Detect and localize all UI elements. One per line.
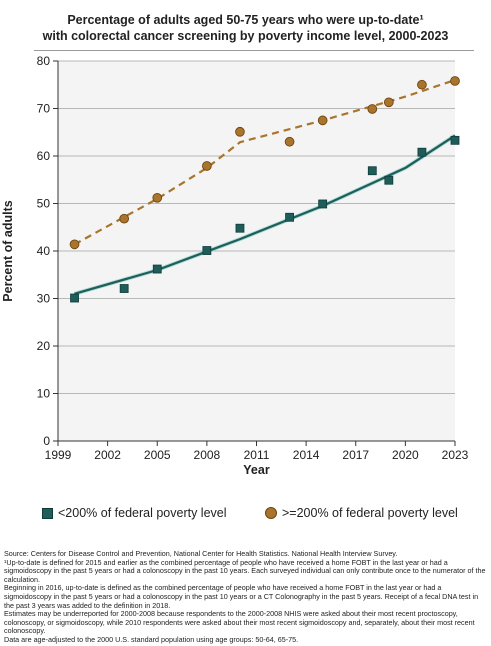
- footnote-definition-2015: ¹Up-to-date is defined for 2015 and earl…: [4, 559, 488, 585]
- y-tick-label: 10: [37, 387, 51, 401]
- y-tick-label: 20: [37, 339, 51, 353]
- data-point-series-1: [236, 127, 245, 136]
- data-point-series-0: [451, 136, 459, 144]
- data-point-series-1: [368, 105, 377, 114]
- footnote-underreporting: Estimates may be underreported for 2000-…: [4, 610, 488, 636]
- y-tick-label: 30: [37, 292, 51, 306]
- square-marker-icon: [42, 508, 53, 519]
- x-tick-label: 2020: [392, 448, 419, 462]
- x-tick-label: 2005: [144, 448, 171, 462]
- legend-item-high-income: >=200% of federal poverty level: [265, 506, 458, 520]
- y-tick-label: 80: [37, 54, 51, 68]
- x-axis-title: Year: [243, 463, 270, 477]
- data-point-series-1: [153, 193, 162, 202]
- y-tick-label: 60: [37, 149, 51, 163]
- circle-marker-icon: [265, 507, 277, 519]
- y-tick-label: 50: [37, 197, 51, 211]
- data-point-series-0: [385, 176, 393, 184]
- data-point-series-0: [319, 200, 327, 208]
- footnotes: Source: Centers for Disease Control and …: [4, 550, 488, 645]
- data-point-series-0: [203, 247, 211, 255]
- chart-svg: 0 10 20 30 40 50 60 70 80 1999 2002 2005 2008 2011 201…: [0, 0, 491, 500]
- x-tick-label: 2011: [244, 448, 270, 462]
- x-tick-label: 2023: [442, 448, 469, 462]
- data-point-series-0: [368, 167, 376, 175]
- legend-item-low-income: <200% of federal poverty level: [42, 506, 227, 520]
- y-tick-label: 70: [37, 102, 51, 116]
- data-point-series-1: [384, 98, 393, 107]
- data-point-series-0: [120, 285, 128, 293]
- footnote-definition-2016: Beginning in 2016, up-to-date is defined…: [4, 584, 488, 610]
- x-tick-label: 1999: [45, 448, 72, 462]
- data-point-series-1: [202, 162, 211, 171]
- footnote-age-adjustment: Data are age-adjusted to the 2000 U.S. s…: [4, 636, 488, 645]
- x-tick-label: 2017: [342, 448, 369, 462]
- data-point-series-0: [418, 148, 426, 156]
- data-point-series-1: [318, 116, 327, 125]
- legend-label-high-income: >=200% of federal poverty level: [282, 506, 458, 520]
- legend: <200% of federal poverty level >=200% of…: [0, 506, 491, 526]
- data-point-series-1: [451, 77, 460, 86]
- data-point-series-1: [70, 240, 79, 249]
- y-axis-title: Percent of adults: [1, 200, 15, 301]
- y-tick-label: 0: [43, 434, 50, 448]
- data-point-series-0: [236, 224, 244, 232]
- y-tick-label: 40: [37, 244, 51, 258]
- x-tick-label: 2014: [293, 448, 320, 462]
- data-point-series-0: [286, 213, 294, 221]
- x-tick-label: 2008: [194, 448, 221, 462]
- data-point-series-0: [71, 294, 79, 302]
- legend-label-low-income: <200% of federal poverty level: [58, 506, 227, 520]
- data-point-series-0: [153, 265, 161, 273]
- data-point-series-1: [418, 80, 427, 89]
- data-point-series-1: [120, 214, 129, 223]
- x-tick-label: 2002: [94, 448, 121, 462]
- data-point-series-1: [285, 137, 294, 146]
